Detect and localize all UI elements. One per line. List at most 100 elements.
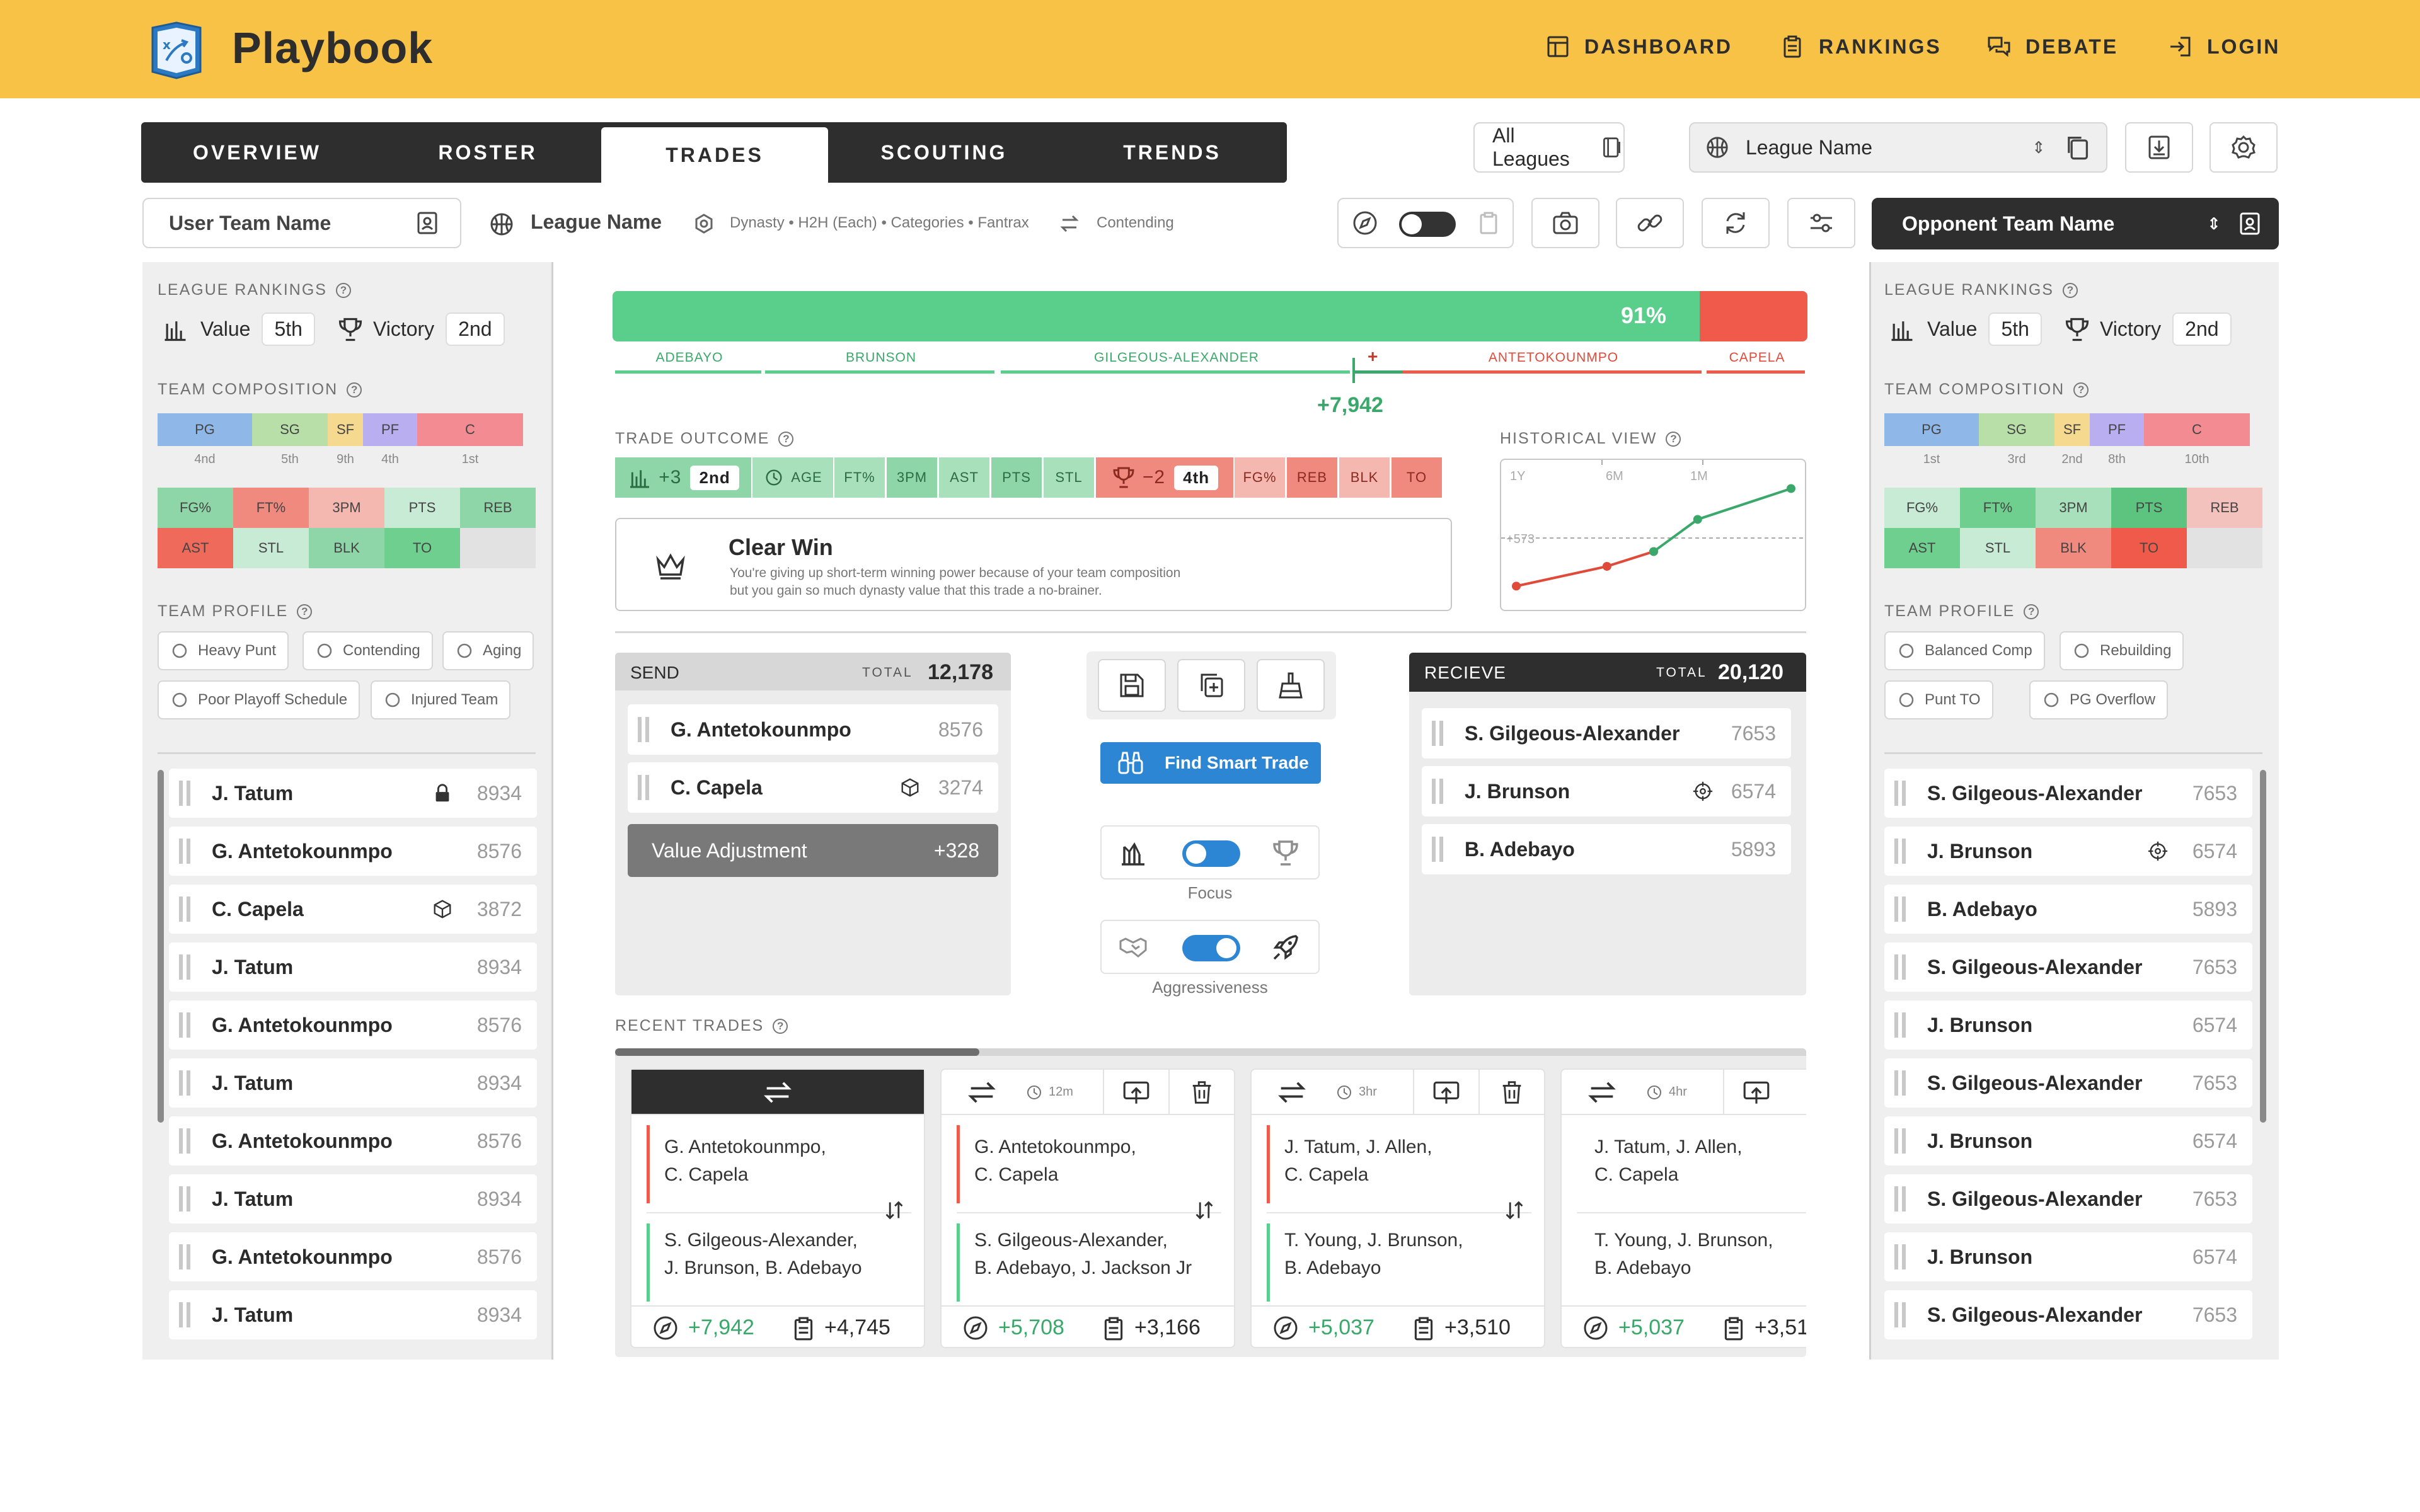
export-button[interactable] [1723,1070,1789,1115]
player-row[interactable]: J. Tatum 8934 [169,1290,537,1339]
player-row[interactable]: G. Antetokounmpo 8576 [169,827,537,876]
playbook-logo-icon[interactable]: x [149,21,204,79]
drag-handle-icon[interactable] [179,781,190,806]
swap-icon[interactable] [761,1076,794,1109]
profile-tag[interactable]: PG Overflow [2029,680,2169,719]
copy-icon[interactable] [2063,134,2091,161]
aggressiveness-toggle[interactable] [1182,935,1240,961]
player-list-scrollbar[interactable] [158,770,164,1123]
help-icon[interactable]: ? [335,283,351,299]
help-icon[interactable]: ? [2062,283,2078,299]
nav-debate[interactable]: DEBATE [1986,34,2118,59]
player-row[interactable]: G. Antetokounmpo 8576 [169,1232,537,1281]
user-team-select[interactable]: User Team Name [142,198,461,248]
profile-tag[interactable]: Poor Playoff Schedule [158,680,360,719]
nav-rankings[interactable]: RANKINGS [1780,34,1942,59]
profile-tag[interactable]: Injured Team [371,680,511,719]
export-button[interactable] [1413,1070,1478,1115]
help-icon[interactable]: ? [347,382,362,398]
drag-handle-icon[interactable] [1894,1302,1906,1327]
player-row[interactable]: S. Gilgeous-Alexander 7653 [1884,1290,2252,1339]
help-icon[interactable]: ? [778,432,794,447]
swap-icon[interactable] [1276,1076,1308,1109]
player-list-scrollbar[interactable] [2260,770,2266,1123]
refresh-button[interactable] [1702,198,1770,248]
drag-handle-icon[interactable] [1432,779,1443,804]
player-row[interactable]: B. Adebayo 5893 [1884,885,2252,934]
player-row[interactable]: S. Gilgeous-Alexander 7653 [1884,769,2252,818]
save-trade-button[interactable] [1098,659,1166,712]
player-row[interactable]: C. Capela 3872 [169,885,537,934]
drag-handle-icon[interactable] [179,1128,190,1154]
trade-player-row[interactable]: J. Brunson 6574 [1422,766,1791,816]
drag-handle-icon[interactable] [1894,1012,1906,1038]
player-row[interactable]: J. Brunson 6574 [1884,827,2252,876]
nav-login[interactable]: LOGIN [2168,34,2280,59]
drag-handle-icon[interactable] [179,1302,190,1327]
player-row[interactable]: G. Antetokounmpo 8576 [169,1116,537,1166]
drag-handle-icon[interactable] [1894,1186,1906,1211]
drag-handle-icon[interactable] [1894,896,1906,922]
recent-trade-card[interactable]: G. Antetokounmpo, C. Capela S. Gilgeous-Al… [630,1068,925,1348]
drag-handle-icon[interactable] [179,839,190,864]
value-adjustment[interactable]: Value Adjustment +328 [628,824,998,877]
drag-handle-icon[interactable] [1894,954,1906,980]
tab-overview[interactable]: OVERVIEW [193,140,321,164]
drag-handle-icon[interactable] [1894,839,1906,864]
player-row[interactable]: J. Tatum 8934 [169,1058,537,1108]
export-button[interactable] [1103,1070,1168,1115]
screenshot-button[interactable] [1531,198,1599,248]
drag-handle-icon[interactable] [1432,721,1443,746]
drag-handle-icon[interactable] [179,954,190,980]
help-icon[interactable]: ? [1666,432,1681,447]
drag-handle-icon[interactable] [179,1070,190,1096]
tab-roster[interactable]: ROSTER [438,140,538,164]
drag-handle-icon[interactable] [179,1012,190,1038]
player-row[interactable]: J. Brunson 6574 [1884,1000,2252,1050]
drag-handle-icon[interactable] [179,896,190,922]
trade-player-row[interactable]: B. Adebayo 5893 [1422,824,1791,874]
drag-handle-icon[interactable] [179,1186,190,1211]
import-button[interactable] [2125,122,2193,173]
player-row[interactable]: J. Tatum 8934 [169,1174,537,1223]
tab-scouting[interactable]: SCOUTING [880,140,1008,164]
player-row[interactable]: J. Tatum 8934 [169,769,537,818]
profile-tag[interactable]: Aging [442,631,534,670]
share-link-button[interactable] [1616,198,1684,248]
drag-handle-icon[interactable] [1894,781,1906,806]
player-row[interactable]: J. Brunson 6574 [1884,1232,2252,1281]
help-icon[interactable]: ? [2024,604,2039,620]
mode-toggle[interactable] [1399,212,1456,237]
drag-handle-icon[interactable] [1894,1070,1906,1096]
tab-trades[interactable]: TRADES [601,127,828,183]
all-leagues-button[interactable]: All Leagues [1473,122,1625,173]
carousel-scrollbar[interactable] [615,1048,1806,1056]
find-smart-trade-button[interactable]: Find Smart Trade [1100,742,1321,784]
trade-player-row[interactable]: C. Capela 3274 [628,762,998,813]
profile-tag[interactable]: Rebuilding [2060,631,2184,670]
help-icon[interactable]: ? [773,1019,788,1034]
trade-player-row[interactable]: S. Gilgeous-Alexander 7653 [1422,708,1791,759]
delete-button[interactable] [1478,1070,1544,1115]
delete-button[interactable] [1168,1070,1234,1115]
recent-trade-card[interactable]: 12m G. Antetokounmpo, C. Capela S. Gilgeous… [940,1068,1235,1348]
recent-trade-card[interactable]: 4hr J. Tatum, J. Allen, C. Capela T. Young,… [1560,1068,1806,1348]
player-row[interactable]: S. Gilgeous-Alexander 7653 [1884,942,2252,992]
trade-player-row[interactable]: G. Antetokounmpo 8576 [628,704,998,755]
duplicate-trade-button[interactable] [1177,659,1245,712]
player-row[interactable]: J. Brunson 6574 [1884,1116,2252,1166]
focus-toggle[interactable] [1182,840,1240,867]
swap-icon[interactable] [965,1076,998,1109]
profile-tag[interactable]: Punt TO [1884,680,1993,719]
player-row[interactable]: G. Antetokounmpo 8576 [169,1000,537,1050]
swap-icon[interactable] [1586,1076,1618,1109]
drag-handle-icon[interactable] [1894,1244,1906,1269]
recent-trade-card[interactable]: 3hr J. Tatum, J. Allen, C. Capela T. Young,… [1250,1068,1545,1348]
league-select[interactable]: League Name ⇕ [1689,122,2107,173]
drag-handle-icon[interactable] [179,1244,190,1269]
player-row[interactable]: S. Gilgeous-Alexander 7653 [1884,1174,2252,1223]
profile-tag[interactable]: Contending [302,631,433,670]
drag-handle-icon[interactable] [1432,837,1443,862]
opponent-team-select[interactable]: Opponent Team Name ⇕ [1872,198,2279,249]
help-icon[interactable]: ? [2073,382,2089,398]
